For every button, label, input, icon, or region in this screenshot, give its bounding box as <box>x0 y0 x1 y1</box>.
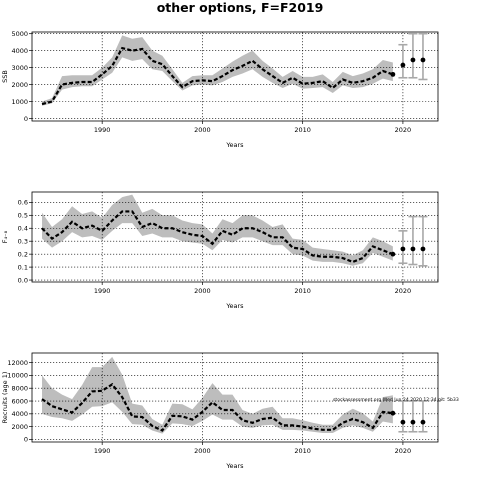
projection-2020 <box>398 230 408 265</box>
y-tick-label: 0.4 <box>18 225 28 233</box>
y-tick-label: 1000 <box>11 98 28 106</box>
last-year-point <box>390 251 396 257</box>
figure-title: other options, F=F2019 <box>157 0 324 15</box>
projection-point <box>400 246 406 252</box>
y-tick-label: 6000 <box>11 397 28 405</box>
x-tick-label: 1990 <box>94 447 111 455</box>
x-axis-label: Years <box>225 302 244 310</box>
projection-2022 <box>418 400 428 433</box>
y-axis-label: Recruits (age 1) <box>1 372 9 424</box>
projection-2021 <box>408 32 418 79</box>
y-tick-label: 10000 <box>7 372 28 380</box>
x-tick-label: 2020 <box>395 447 412 455</box>
projection-point <box>420 57 426 63</box>
projection-point <box>420 246 426 252</box>
chart-panel-1: 1990 2000 2010 2020 0 1000 2000 3000 4000 5000 Yea… <box>1 30 439 149</box>
y-tick-label: 0.6 <box>18 199 28 207</box>
x-tick-label: 1990 <box>94 287 111 295</box>
y-tick-label: 8000 <box>11 385 28 393</box>
y-tick-label: 4000 <box>11 47 28 55</box>
confidence-band <box>42 356 393 434</box>
projection-point <box>410 419 416 425</box>
projection-2020 <box>398 400 408 433</box>
y-tick-label: 0.0 <box>18 276 28 284</box>
projection-2021 <box>408 215 418 266</box>
axes-frame <box>31 352 439 443</box>
estimate-line <box>41 46 394 106</box>
projection-point <box>410 57 416 63</box>
projection-2020 <box>398 43 408 79</box>
projection-2021 <box>408 400 418 433</box>
x-tick-label: 2000 <box>194 287 211 295</box>
axes-frame <box>31 191 439 283</box>
projection-2022 <box>418 215 428 267</box>
projection-2022 <box>418 32 428 81</box>
chart-panel-2: 1990 2000 2010 2020 0.0 0.1 0.2 0.3 0.4 0.5 0.6 Yea… <box>1 191 439 310</box>
y-tick-label: 0.2 <box>18 250 28 258</box>
x-tick-label: 2020 <box>395 287 412 295</box>
x-tick-label: 2000 <box>194 447 211 455</box>
x-tick-label: 2010 <box>294 126 311 134</box>
y-tick-label: 4000 <box>11 410 28 418</box>
confidence-band <box>42 35 393 106</box>
x-tick-label: 2020 <box>395 126 412 134</box>
x-tick-label: 2010 <box>294 287 311 295</box>
projection-point <box>420 419 426 425</box>
chart-panel-3: 1990 2000 2010 2020 0 2000 4000 6000 8000 10000 12… <box>1 352 439 470</box>
projection-point <box>400 419 406 425</box>
y-tick-label: 0.5 <box>18 212 28 220</box>
y-tick-label: 0 <box>24 115 28 123</box>
axes-frame <box>31 31 439 122</box>
y-tick-label: 0.1 <box>18 263 28 271</box>
y-tick-label: 0.3 <box>18 238 28 246</box>
y-tick-label: 12000 <box>7 359 28 367</box>
last-year-point <box>390 410 396 416</box>
watermark-text: stockassessment.org Wed Jun 24 2020 12:3… <box>333 397 459 403</box>
last-year-point <box>390 71 396 77</box>
y-tick-label: 3000 <box>11 64 28 72</box>
y-axis-label: F₄₋₈ <box>1 230 9 243</box>
y-tick-label: 2000 <box>11 423 28 431</box>
projection-point <box>410 246 416 252</box>
estimate-line <box>41 382 394 432</box>
y-tick-label: 2000 <box>11 81 28 89</box>
x-axis-label: Years <box>225 141 244 149</box>
confidence-band <box>42 194 393 266</box>
x-axis-label: Years <box>225 462 244 470</box>
y-tick-label: 0 <box>24 436 28 444</box>
x-tick-label: 2010 <box>294 447 311 455</box>
y-axis-label: SSB <box>1 70 9 83</box>
projection-point <box>400 62 406 68</box>
x-tick-label: 2000 <box>194 126 211 134</box>
x-tick-label: 1990 <box>94 126 111 134</box>
y-tick-label: 5000 <box>11 30 28 38</box>
